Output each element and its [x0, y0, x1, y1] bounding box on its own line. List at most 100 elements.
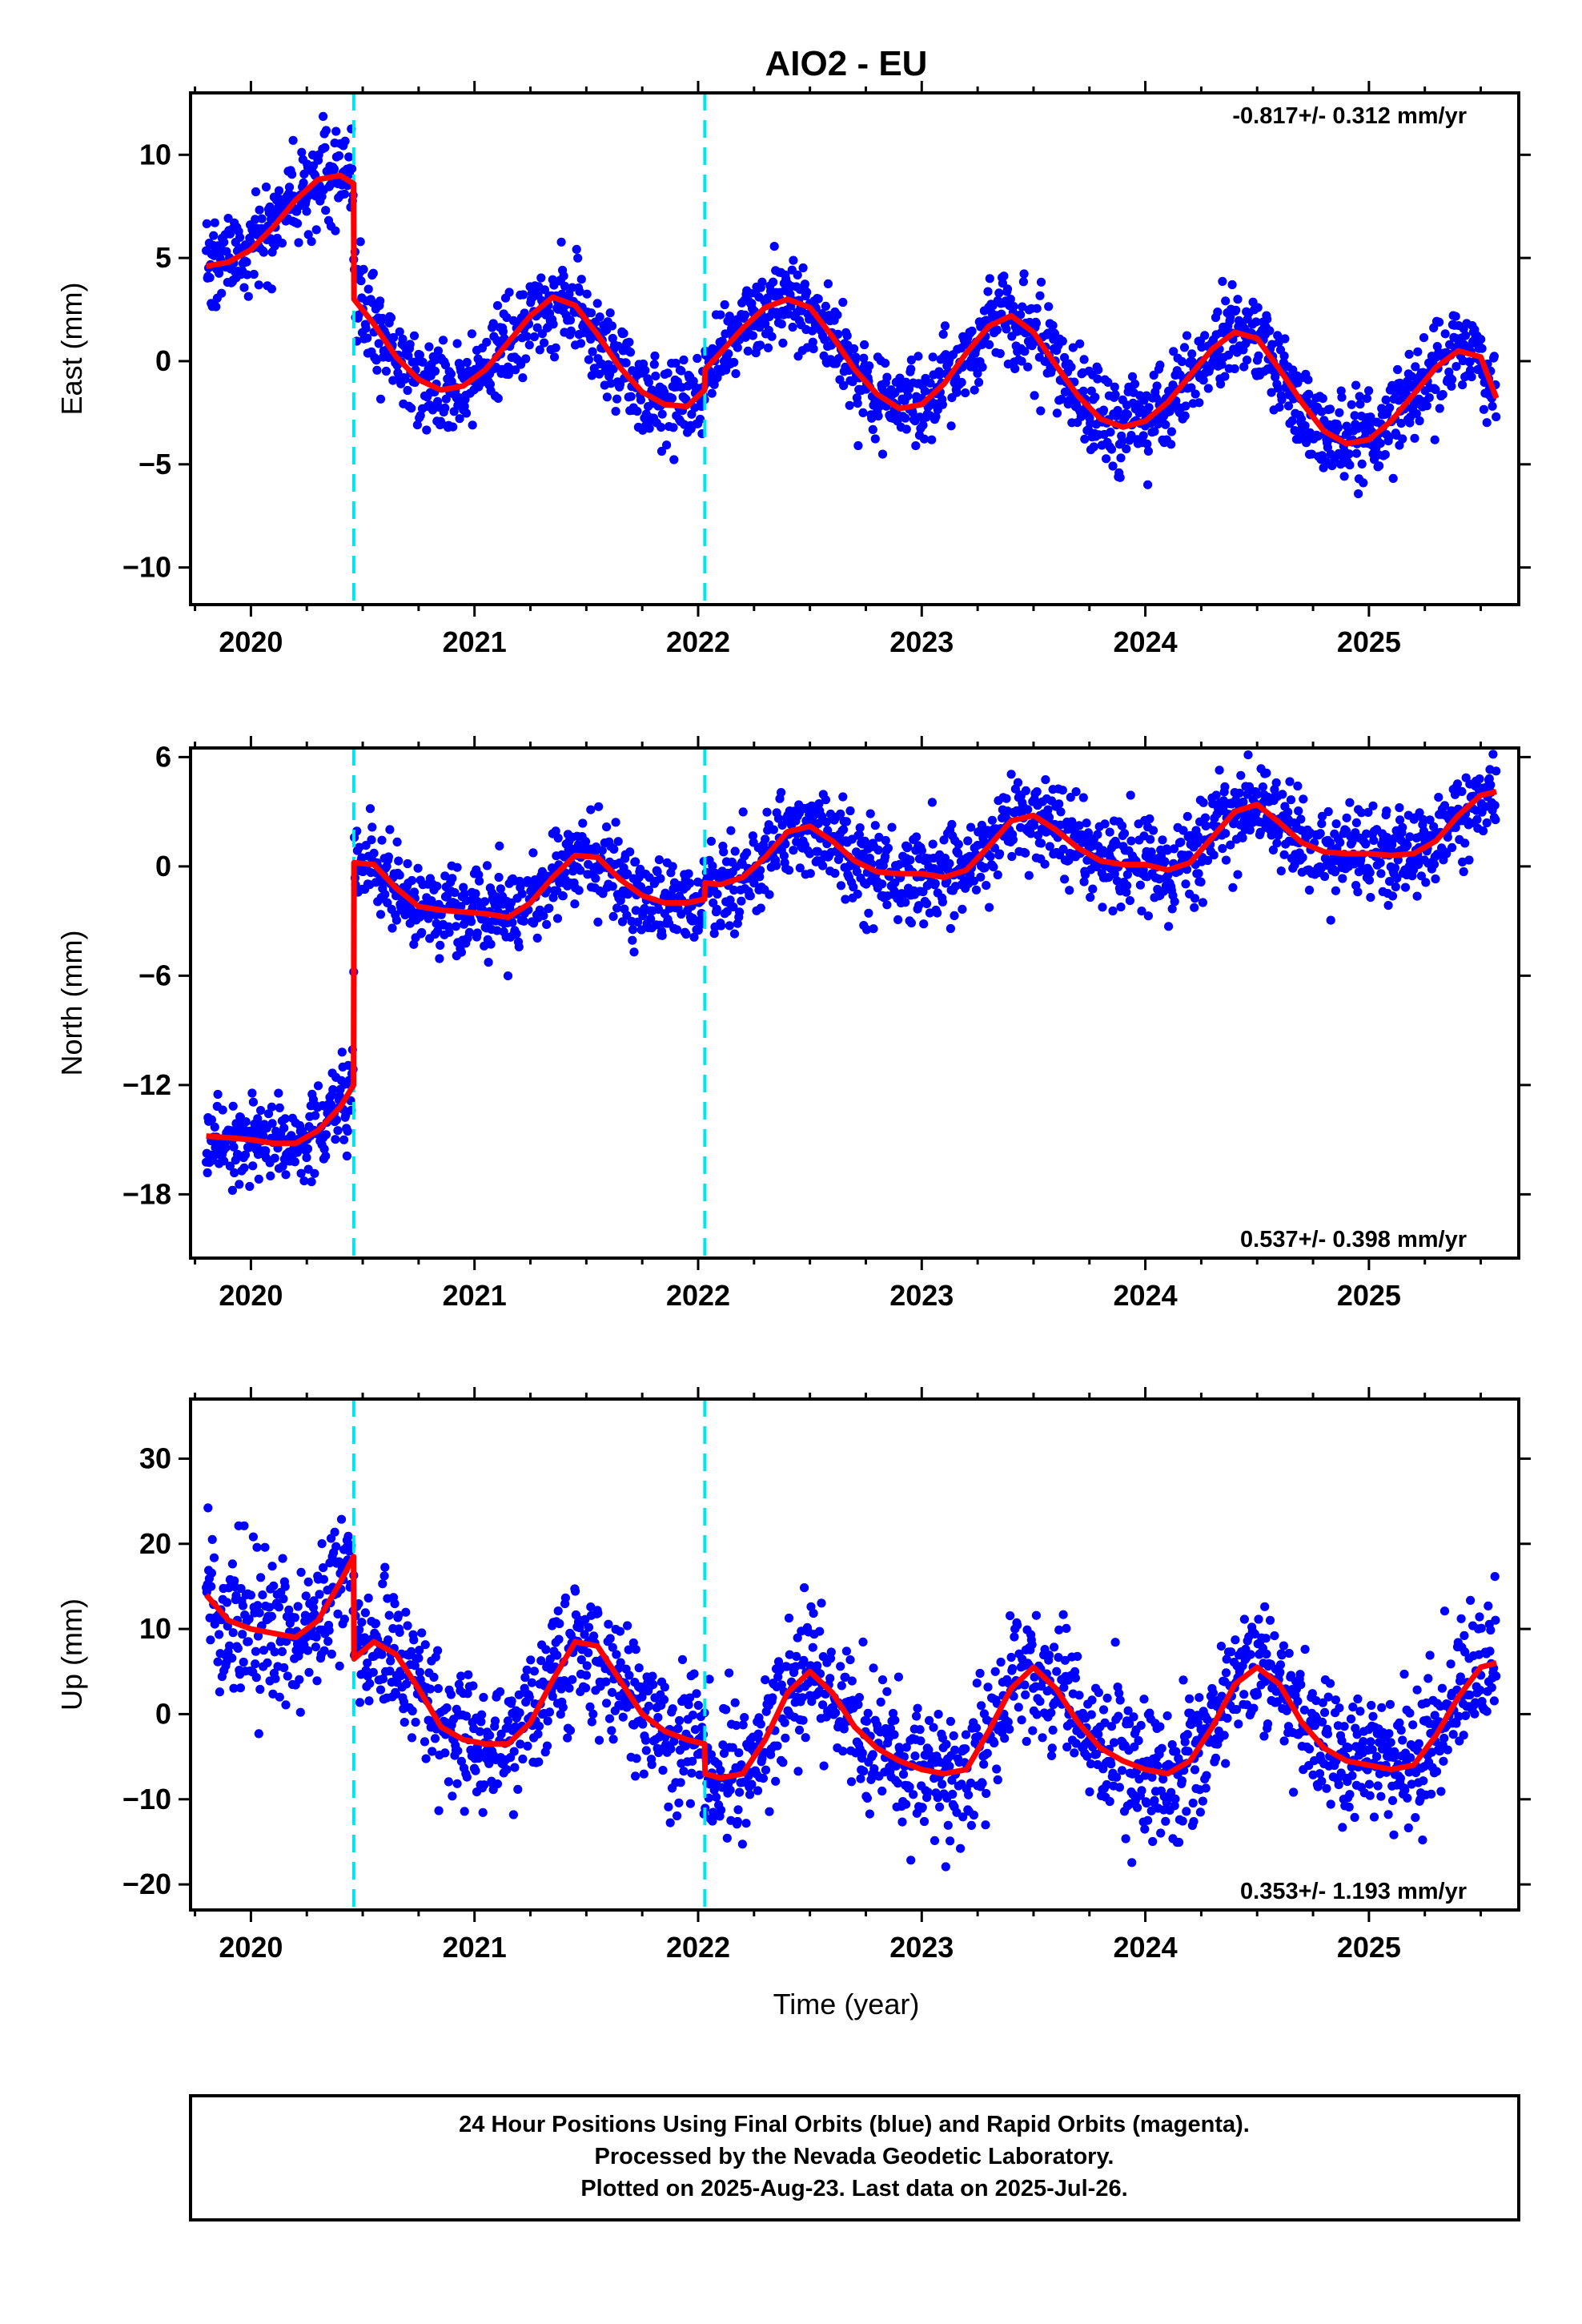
north-data-point: [578, 818, 588, 828]
east-data-point: [1345, 460, 1355, 470]
east-data-point: [368, 268, 378, 278]
up-data-point: [360, 1608, 370, 1618]
east-data-point: [485, 380, 496, 389]
north-data-point: [256, 1106, 266, 1116]
north-data-point: [484, 958, 493, 967]
north-data-point: [625, 847, 635, 857]
east-data-point: [1254, 351, 1263, 360]
north-data-point: [1040, 859, 1050, 869]
up-data-point: [330, 1527, 339, 1537]
east-y-axis-label: East (mm): [55, 283, 88, 416]
up-data-point: [593, 1608, 603, 1618]
east-data-point: [1347, 400, 1356, 409]
north-data-point: [586, 805, 596, 814]
east-data-point: [1447, 375, 1457, 384]
east-x-tick-label: 2024: [1114, 625, 1178, 658]
north-data-point: [375, 910, 386, 919]
up-data-point: [433, 1646, 443, 1655]
north-data-point: [1108, 906, 1118, 916]
east-data-point: [1058, 336, 1067, 346]
up-data-point: [371, 1618, 380, 1628]
north-data-point: [976, 872, 986, 882]
up-data-point: [618, 1712, 628, 1722]
east-data-point: [361, 324, 371, 333]
up-data-point: [604, 1619, 613, 1629]
up-data-point: [248, 1532, 258, 1542]
north-data-point: [1023, 805, 1033, 814]
up-data-point: [631, 1771, 640, 1781]
east-data-point: [452, 339, 462, 348]
north-data-point: [391, 915, 401, 925]
up-data-point: [471, 1766, 480, 1775]
up-data-point: [408, 1706, 417, 1716]
up-data-point: [665, 1818, 675, 1827]
north-data-point: [762, 807, 772, 817]
north-x-tick-label: 2021: [443, 1279, 507, 1312]
east-data-point: [575, 287, 584, 296]
north-data-point: [1146, 834, 1155, 844]
north-data-point: [1286, 795, 1296, 805]
up-data-point: [295, 1707, 305, 1717]
east-data-point: [995, 348, 1005, 359]
east-data-point: [1435, 404, 1444, 413]
east-data-point: [802, 287, 812, 297]
east-data-point: [1179, 343, 1190, 352]
east-data-point: [374, 339, 383, 348]
up-data-point: [660, 1683, 669, 1692]
east-data-point: [532, 323, 542, 332]
north-data-point: [377, 835, 387, 845]
north-data-point: [542, 919, 552, 929]
east-data-point: [299, 169, 309, 179]
north-data-point: [494, 872, 504, 883]
up-data-point: [623, 1621, 632, 1630]
up-data-point: [267, 1611, 276, 1621]
north-data-point: [611, 818, 620, 827]
up-data-point: [526, 1655, 536, 1665]
up-data-point: [280, 1582, 290, 1591]
east-data-point: [985, 274, 994, 283]
east-data-point: [321, 206, 331, 215]
east-data-point: [297, 147, 307, 157]
east-data-point: [789, 255, 798, 265]
north-data-point: [333, 1126, 343, 1136]
north-data-point: [475, 876, 484, 886]
north-data-point: [519, 916, 529, 926]
east-data-point: [1166, 440, 1176, 449]
east-data-point: [303, 230, 313, 239]
north-data-point: [1272, 838, 1282, 848]
north-data-point: [933, 908, 942, 918]
east-data-point: [287, 170, 297, 179]
north-data-point: [654, 855, 665, 865]
north-data-point: [1126, 836, 1136, 846]
east-data-point: [355, 237, 365, 247]
up-data-point: [357, 1618, 367, 1627]
east-data-point: [901, 424, 911, 434]
north-data-point: [1464, 855, 1474, 865]
east-data-point: [650, 351, 660, 361]
east-data-point: [467, 329, 477, 339]
north-data-point: [873, 845, 883, 855]
east-data-point: [716, 310, 725, 320]
up-data-point: [730, 1698, 740, 1707]
up-data-point: [733, 1805, 743, 1815]
north-data-point: [1395, 803, 1404, 813]
north-data-point: [228, 1101, 238, 1111]
east-data-point: [640, 365, 650, 375]
east-data-point: [566, 326, 576, 336]
north-data-point: [1119, 829, 1130, 838]
north-data-point: [303, 1144, 313, 1154]
east-data-point: [1098, 405, 1109, 415]
north-data-point: [435, 954, 444, 963]
east-data-point: [288, 135, 298, 145]
north-data-point: [279, 1124, 289, 1133]
north-data-point: [1323, 806, 1333, 817]
east-data-point: [588, 347, 597, 356]
east-data-point: [853, 440, 863, 451]
up-data-point: [647, 1759, 656, 1769]
up-data-point: [608, 1735, 618, 1744]
east-data-point: [1488, 401, 1497, 411]
north-data-point: [1215, 766, 1224, 775]
east-data-point: [621, 358, 631, 368]
north-data-point: [870, 821, 880, 830]
